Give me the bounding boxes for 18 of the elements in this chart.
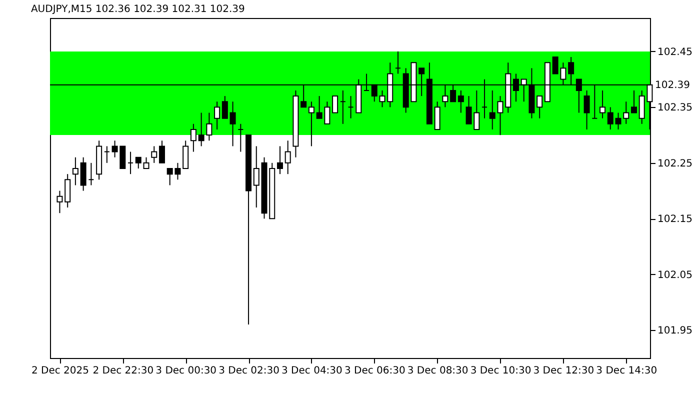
x-tick-label: 3 Dec 00:30 [156,366,217,376]
y-tick-label: 102.15 [658,214,692,226]
y-tick-label: 101.95 [658,326,692,337]
x-tick-label: 3 Dec 14:30 [596,366,658,376]
x-tick-label: 2 Dec 2025 [31,366,89,376]
x-tick-label: 3 Dec 06:30 [344,366,406,376]
chart-title: AUDJPY,M15 102.36 102.39 102.31 102.39 [30,4,245,15]
x-tick-label: 3 Dec 02:30 [218,366,280,376]
y-tick-label: 102.45 [658,46,692,58]
x-tick-label: 3 Dec 10:30 [470,366,532,376]
x-tick-label: 3 Dec 08:30 [407,366,468,376]
ref-line-label: 102.39 [655,80,690,91]
x-tick-label: 3 Dec 12:30 [533,366,594,376]
x-tick-label: 2 Dec 22:30 [92,366,154,376]
y-tick-label: 102.05 [658,270,692,281]
y-tick-label: 102.25 [658,158,692,170]
x-tick-label: 3 Dec 04:30 [282,366,342,376]
y-tick-label: 102.35 [658,102,692,114]
